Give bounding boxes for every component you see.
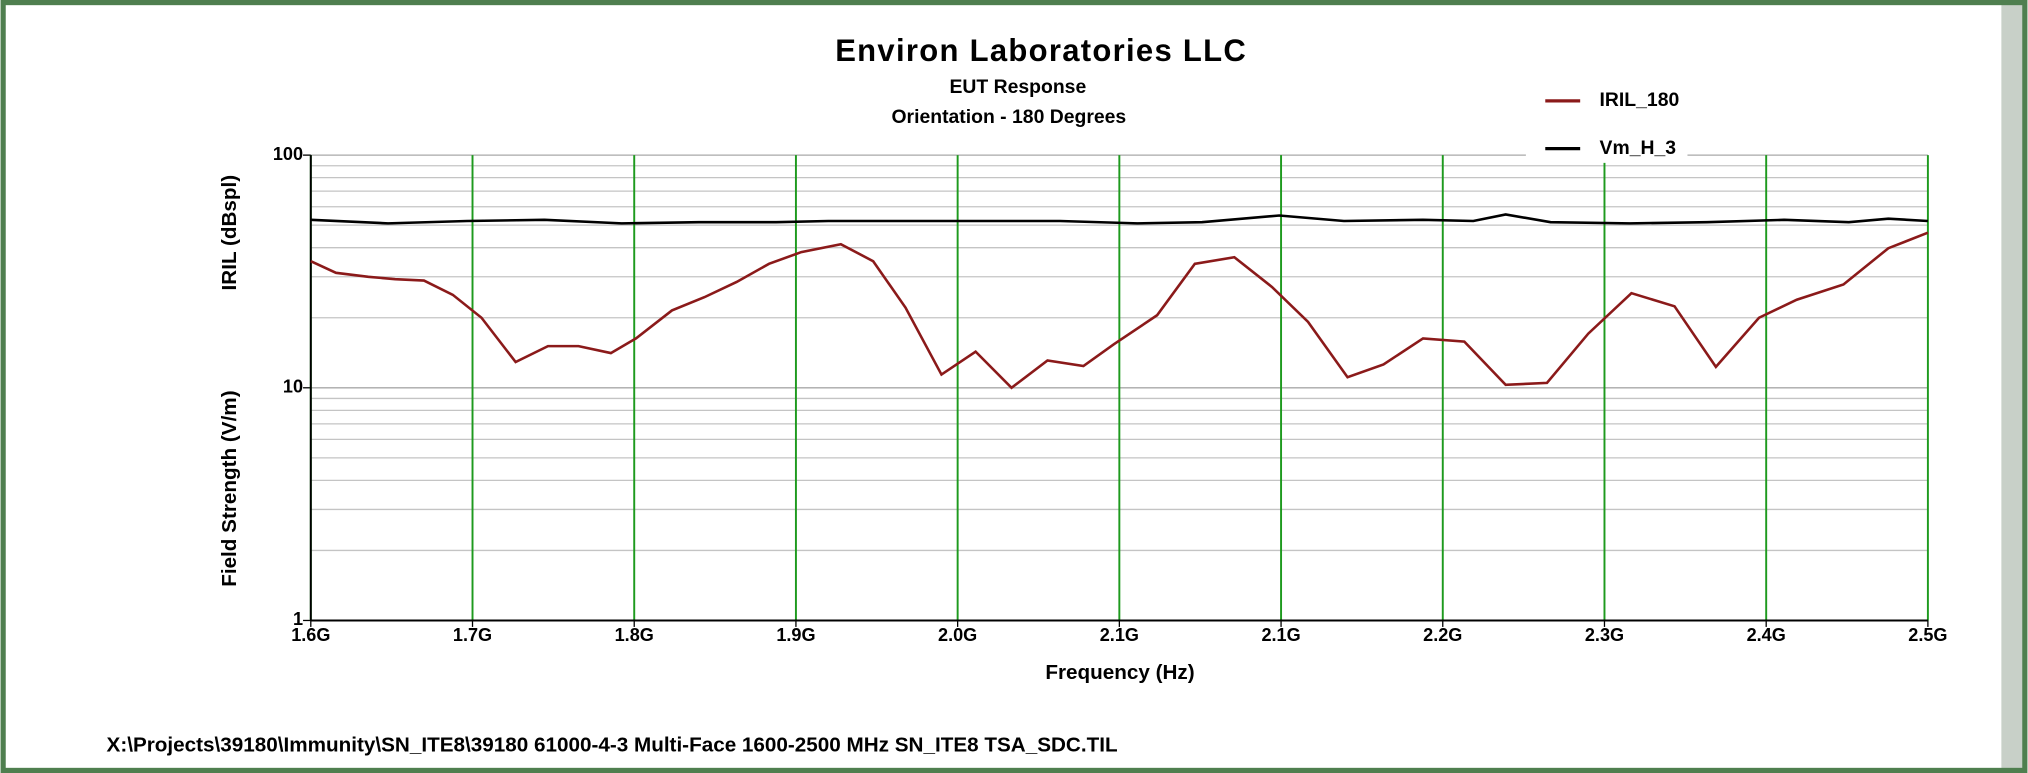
x-tick-label: 2.1G: [1261, 625, 1300, 645]
y-tick-label: 1: [293, 609, 303, 629]
x-tick-label: 2.2G: [1423, 625, 1462, 645]
series-line: [310, 213, 1928, 225]
x-tick-label: 2.0G: [938, 625, 977, 645]
y-tick-label: 10: [283, 377, 303, 397]
y-axis-label: Field Strength (V/m): [218, 390, 241, 586]
chart-title: Environ Laboratories LLC: [835, 33, 1247, 68]
x-tick-label: 2.5G: [1908, 625, 1947, 645]
chart-subtitle: EUT Response: [950, 76, 1087, 98]
x-tick-label: 1.9G: [776, 625, 815, 645]
y-tick-label: 100: [273, 144, 303, 164]
x-tick-label: 2.3G: [1585, 625, 1624, 645]
legend-label: Vm_H_3: [1600, 137, 1677, 159]
x-tick-label: 2.4G: [1747, 625, 1786, 645]
y-axis-label: IRIL (dBspl): [218, 175, 241, 291]
legend-label: IRIL_180: [1600, 89, 1680, 111]
side-strip: [2001, 5, 2023, 768]
series-line: [310, 231, 1929, 390]
x-tick-label: 2.1G: [1100, 625, 1139, 645]
x-tick-label: 1.8G: [615, 625, 654, 645]
footer-path: X:\Projects\39180\Immunity\SN_ITE8\39180…: [107, 733, 1118, 756]
panel: [5, 5, 2002, 768]
chart-subtitle: Orientation - 180 Degrees: [891, 106, 1126, 128]
x-tick-label: 1.7G: [453, 625, 492, 645]
x-axis-label: Frequency (Hz): [1045, 661, 1194, 684]
x-tick-label: 1.6G: [291, 625, 330, 645]
